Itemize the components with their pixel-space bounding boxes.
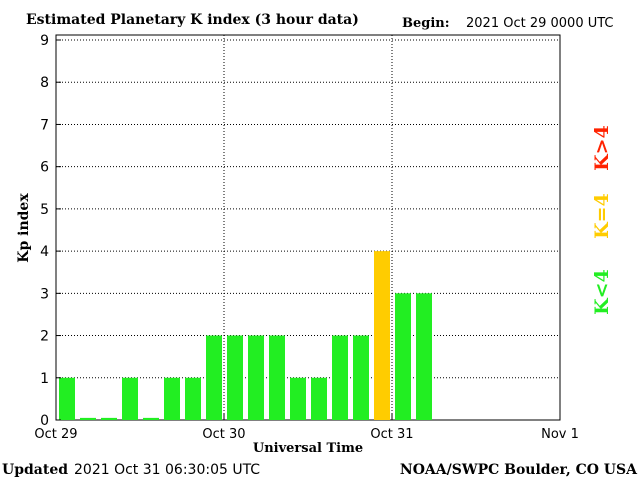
x-tick-labels: Oct 29 Oct 30 Oct 31 Nov 1 <box>34 414 579 442</box>
kp-bar <box>248 335 264 420</box>
legend-equal: K=4 <box>591 193 613 239</box>
y-tick-label: 1 <box>40 371 49 387</box>
kp-bar <box>101 417 117 420</box>
bars-group <box>59 251 432 420</box>
kp-bar <box>59 377 75 420</box>
legend-above: K>4 <box>591 125 613 171</box>
y-tick-label: 7 <box>40 117 49 133</box>
kp-bar <box>227 335 243 420</box>
legend-below: K<4 <box>591 269 613 315</box>
x-tick-label: Oct 29 <box>34 427 77 442</box>
x-tick-label: Oct 31 <box>370 427 413 442</box>
kp-bar <box>395 293 411 420</box>
y-axis-label: Kp index <box>16 193 32 263</box>
kp-bar <box>416 293 432 420</box>
x-tick-label: Oct 30 <box>202 427 245 442</box>
grid-lines <box>56 35 560 420</box>
updated-label: Updated <box>2 462 68 478</box>
kp-bar <box>290 377 306 420</box>
kp-bar <box>185 377 201 420</box>
updated-value: 2021 Oct 31 06:30:05 UTC <box>74 462 260 478</box>
footer-source: NOAA/SWPC Boulder, CO USA <box>400 462 638 478</box>
y-tick-label: 3 <box>40 286 49 302</box>
y-tick-label: 9 <box>40 33 49 49</box>
begin-value: 2021 Oct 29 0000 UTC <box>466 16 614 31</box>
kp-bar <box>122 377 138 420</box>
kp-bar <box>206 335 222 420</box>
x-tick-label: Nov 1 <box>541 427 579 442</box>
y-tick-label: 8 <box>40 75 49 91</box>
kp-bar <box>143 417 159 420</box>
kp-bar <box>164 377 180 420</box>
plot-frame <box>55 34 561 421</box>
kp-bar <box>269 335 285 420</box>
y-tick-labels: 0 1 2 3 4 5 6 7 8 9 <box>40 33 61 429</box>
chart-title: Estimated Planetary K index (3 hour data… <box>26 12 359 28</box>
kp-bar <box>80 417 96 420</box>
begin-label: Begin: <box>402 16 450 31</box>
y-tick-label: 6 <box>40 160 49 176</box>
kp-bar <box>353 335 369 420</box>
y-tick-label: 4 <box>40 244 49 260</box>
y-tick-label: 5 <box>40 202 49 218</box>
y-tick-label: 2 <box>40 329 49 345</box>
kp-bar <box>311 377 327 420</box>
x-axis-label: Universal Time <box>253 441 363 456</box>
kp-bar <box>332 335 348 420</box>
y-tick-label: 0 <box>40 413 49 429</box>
kp-bar <box>374 251 390 420</box>
